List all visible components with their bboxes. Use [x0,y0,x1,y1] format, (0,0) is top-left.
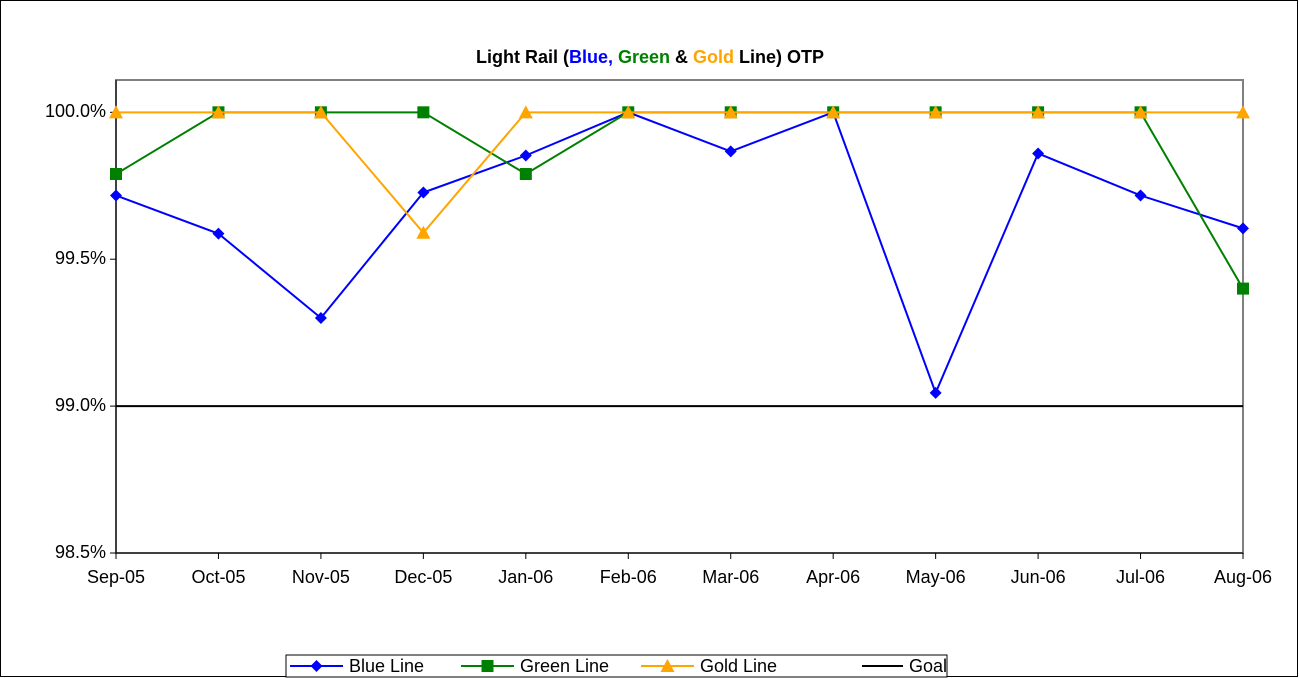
legend-marker [660,659,675,672]
data-point [211,105,226,119]
data-point [928,105,943,119]
x-tick-label: Nov-05 [292,567,350,587]
data-point [212,227,225,240]
y-tick-label: 98.5% [55,542,106,562]
legend-marker [310,660,323,672]
data-point [723,105,738,119]
x-tick-label: Aug-06 [1214,567,1272,587]
x-tick-label: Jan-06 [498,567,553,587]
chart-title: Light Rail (Blue, Green & Gold Line) OTP [476,47,824,67]
data-point [1237,222,1249,235]
data-point [724,145,737,158]
data-point [110,168,122,181]
data-point [1031,105,1046,119]
data-point [1236,105,1250,119]
y-tick-label: 99.5% [55,248,106,268]
x-tick-label: Apr-06 [806,567,860,587]
legend-label: Gold Line [700,656,777,676]
x-tick-label: Sep-05 [87,567,145,587]
data-point [109,105,123,119]
legend-label: Blue Line [349,656,424,676]
y-tick-label: 100.0% [45,101,106,121]
data-point [417,186,430,199]
data-point [314,311,327,324]
title-part: & [670,47,688,67]
data-point [313,105,328,119]
data-point [1133,105,1148,119]
data-point [417,106,430,119]
legend-marker [481,660,494,672]
x-tick-label: May-06 [906,567,966,587]
series-line [115,111,1244,396]
data-point [518,105,533,119]
x-tick-label: Dec-05 [394,567,452,587]
data-point [110,189,122,202]
legend-label: Green Line [520,656,609,676]
title-part: Line) OTP [734,47,824,67]
x-tick-label: Jul-06 [1116,567,1165,587]
data-point [1032,147,1045,160]
title-part: Gold [688,47,734,67]
x-tick-label: Oct-05 [191,567,245,587]
data-point [519,168,532,181]
data-point [416,225,431,239]
title-part: Light Rail ( [476,47,569,67]
legend-label: Goal [909,656,947,676]
x-tick-label: Mar-06 [702,567,759,587]
data-point [929,386,942,399]
data-point [621,105,636,119]
title-part: Blue, [569,47,613,67]
plot-area [115,79,1244,554]
data-point [1237,282,1249,295]
data-point [1134,189,1147,202]
data-point [519,149,532,162]
x-tick-label: Feb-06 [600,567,657,587]
series-line [116,111,1243,235]
x-tick-label: Jun-06 [1011,567,1066,587]
legend-box [285,654,948,678]
y-tick-label: 99.0% [55,395,106,415]
title-part: Green [613,47,670,67]
data-point [826,105,841,119]
